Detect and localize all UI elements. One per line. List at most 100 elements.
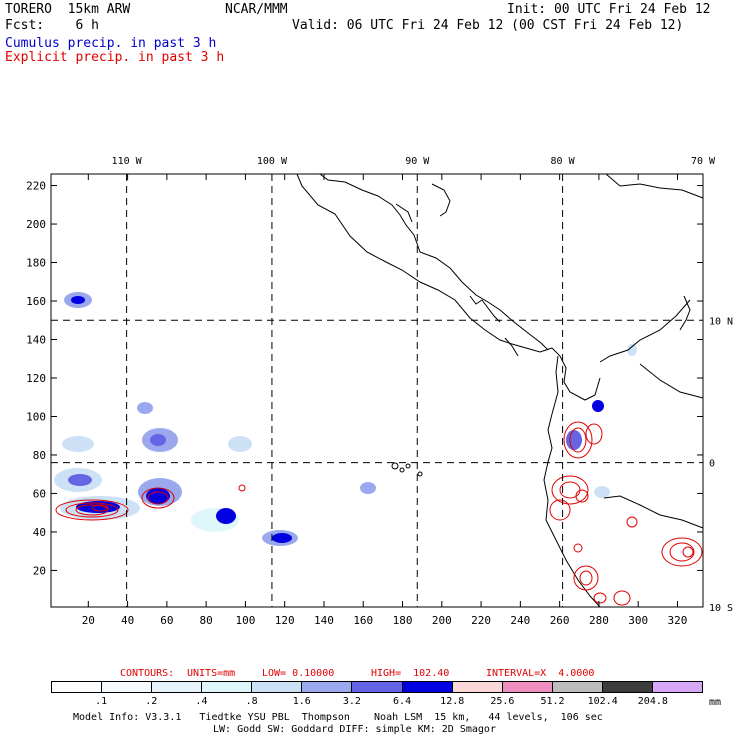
colorbar-label: .1 [95,696,108,707]
longitude-label: 90 W [405,156,430,167]
precip-area [150,434,166,446]
precip-area [216,508,236,524]
contours-low: LOW= 0.10000 [262,668,335,679]
precip-contour [91,504,109,512]
coastline [296,173,553,353]
longitude-label: 100 W [257,156,288,167]
precip-area [62,436,94,452]
precip-area [594,486,610,498]
init-time: Init: 00 UTC Fri 24 Feb 12 [507,2,711,17]
x-tick-label: 300 [628,614,648,627]
precip-contour [593,592,607,604]
colorbar-cell [302,682,353,692]
precip-colorbar [51,681,703,693]
model-title: TORERO 15km ARW [5,2,131,17]
x-tick-label: 320 [668,614,688,627]
coastline [551,347,601,401]
explicit-legend: Explicit precip. in past 3 h [5,50,225,65]
map-frame [50,173,704,608]
colorbar-cell [552,682,603,692]
precip-area [71,296,85,304]
colorbar-label: 1.6 [292,696,311,707]
longitude-label: 80 W [551,156,576,167]
coastline [639,363,704,399]
precip-contour [551,475,589,505]
y-tick-label: 140 [26,334,46,347]
coastline [605,173,704,199]
x-tick-label: 180 [393,614,413,627]
precip-area [76,501,120,513]
precip-area [228,436,252,452]
precip-contour [579,570,593,586]
precip-contour [569,427,587,453]
x-tick-label: 240 [510,614,530,627]
colorbar-cell [152,682,203,692]
latitude-label: 0 [709,459,715,470]
x-tick-label: 280 [589,614,609,627]
precip-area [566,430,582,450]
model-physics: LW: Godd SW: Goddard DIFF: simple KM: 2D… [213,724,496,735]
model-info: Model Info: V3.3.1 Tiedtke YSU PBL Thomp… [73,712,603,723]
coastline [679,295,691,331]
longitude-label: 70 W [691,156,716,167]
coastline [431,183,451,217]
precip-area [592,400,604,412]
contours-high: HIGH= 102.40 [371,668,450,679]
colorbar-unit: mm [709,697,722,708]
precip-contour [585,423,603,445]
precip-contour [575,489,589,503]
colorbar-cell [202,682,253,692]
colorbar-label: 3.2 [342,696,361,707]
island [399,467,405,473]
axis-ticks [51,174,703,607]
coastline [469,295,501,323]
precip-area [627,344,637,356]
colorbar-label: 51.2 [540,696,565,707]
x-tick-label: 20 [82,614,95,627]
colorbar-label: 25.6 [490,696,515,707]
contours-units: UNITS=mm [187,668,236,679]
x-tick-label: 60 [160,614,173,627]
forecast-hour: Fcst: 6 h [5,18,99,33]
precip-contour [661,537,703,567]
colorbar-label: 6.4 [393,696,412,707]
coastline [504,337,519,357]
contours-interval: INTERVAL=X 4.0000 [486,668,595,679]
y-tick-label: 200 [26,218,46,231]
x-tick-label: 80 [200,614,213,627]
colorbar-cell [102,682,153,692]
colorbar-cell [602,682,653,692]
colorbar-labels: .1 .2 .4 .8 1.6 3.2 6.4 12.8 25.6 51.2 102.4 204.8 [51,696,703,708]
coastline [599,299,691,363]
longitude-label: 110 W [112,156,143,167]
precip-contour [613,590,631,606]
island [417,471,423,477]
precip-contour [65,502,119,518]
x-tick-label: 140 [314,614,334,627]
lat-lon-grid [51,174,703,607]
x-tick-label: 200 [432,614,452,627]
colorbar-label: 12.8 [440,696,465,707]
colorbar-cell [502,682,553,692]
x-tick-label: 260 [550,614,570,627]
colorbar-cell [652,682,703,692]
contours-label: CONTOURS: [120,668,175,679]
colorbar-label: .8 [245,696,258,707]
coastline [543,355,601,608]
precip-contour [75,504,109,516]
y-tick-label: 180 [26,257,46,270]
y-tick-label: 160 [26,295,46,308]
cumulus-legend: Cumulus precip. in past 3 h [5,36,217,51]
cumulus-precip-shading [54,292,637,546]
precip-contour [573,543,583,553]
colorbar-label: 102.4 [587,696,618,707]
precip-area [137,402,153,414]
x-tick-label: 160 [353,614,373,627]
precip-area [68,474,92,486]
precip-contour [669,542,695,562]
x-tick-label: 100 [235,614,255,627]
precip-contour [626,516,638,528]
precip-contour [55,499,129,521]
latitude-label: 10 N [709,316,733,327]
